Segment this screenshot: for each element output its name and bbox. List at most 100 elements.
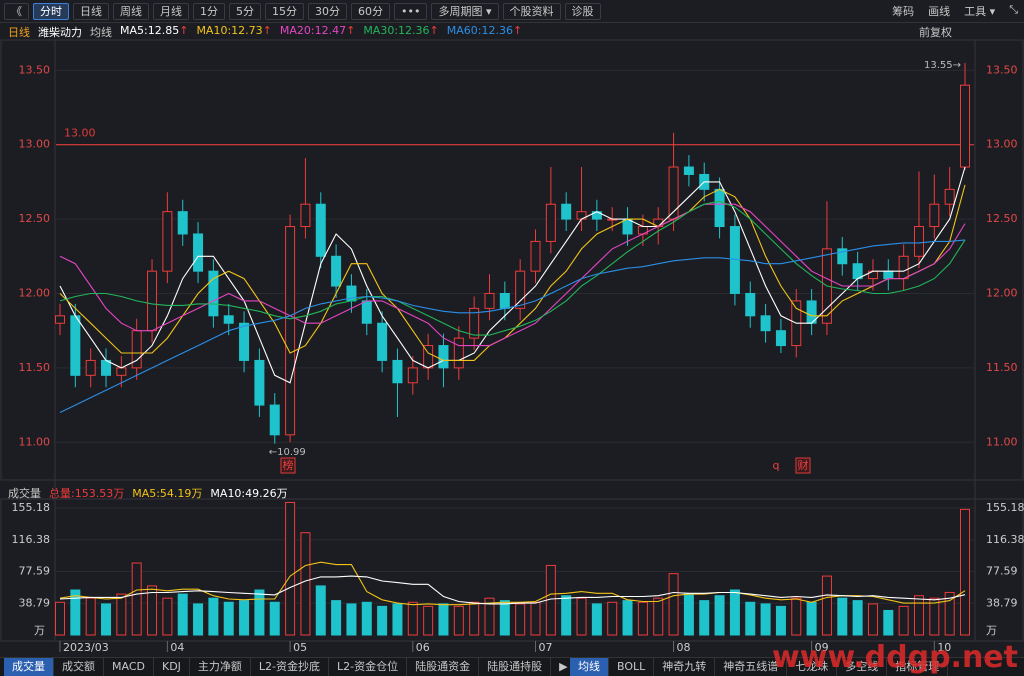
- y-unit: 万: [34, 624, 45, 637]
- reference-label: 13.00: [64, 127, 96, 140]
- toolbar-button[interactable]: 画线: [928, 5, 951, 18]
- indicator-tab[interactable]: 陆股通资金: [407, 658, 480, 676]
- volume-bar: [929, 597, 940, 636]
- candle-body: [101, 359, 112, 376]
- volume-bar: [530, 601, 541, 636]
- toolbar-button[interactable]: 《: [4, 3, 29, 20]
- volume-bar: [499, 600, 510, 636]
- legend-text: 总量:153.53万: [49, 487, 125, 500]
- candle-body: [116, 367, 127, 376]
- price-header: 日线 潍柴动力 均线 MA5:12.85↑ MA10:12.73↑ MA20:12.47↑…: [8, 24, 522, 40]
- candle-body: [438, 345, 449, 369]
- y-tick-label: 155.18: [12, 501, 51, 514]
- adjust[interactable]: 前复权: [919, 26, 952, 39]
- indicator-tab[interactable]: 七龙珠: [787, 658, 838, 676]
- volume-bar: [116, 593, 127, 636]
- volume-bar: [407, 601, 418, 636]
- indicator-tab[interactable]: 成交额: [54, 658, 104, 676]
- candle-body: [147, 270, 158, 332]
- candle-body: [177, 211, 188, 235]
- toolbar: 《分时 日线 周线 月线 1分 5分 15分 30分 60分 ••• 多周期图 ▾ 个股资料 诊股 筹码画…: [0, 0, 1024, 23]
- indicator-tab[interactable]: 指标管理: [887, 658, 949, 676]
- candle-body: [254, 359, 265, 406]
- volume-bar: [131, 562, 142, 636]
- volume-bar: [714, 595, 725, 636]
- annotation: 13.55→: [924, 60, 961, 71]
- ma-line: [59, 561, 966, 606]
- indicator-tab[interactable]: 神奇九转: [654, 658, 716, 676]
- candle-body: [300, 203, 311, 228]
- volume-bar: [867, 603, 878, 636]
- volume-bar: [147, 585, 158, 636]
- x-tick-label: 09: [815, 641, 829, 654]
- legend-text: MA5:12.85: [120, 24, 180, 37]
- volume-bar: [177, 593, 188, 636]
- volume-bar: [637, 601, 648, 636]
- volume-bar: [208, 597, 219, 636]
- legend-text: MA30:12.36: [363, 24, 430, 37]
- y-tick-label: 38.79: [19, 596, 51, 609]
- toolbar-button[interactable]: 5分: [229, 3, 261, 20]
- candle-body: [361, 300, 372, 324]
- toolbar-button[interactable]: 周线: [113, 3, 149, 20]
- candle-body: [898, 255, 909, 280]
- toolbar-button[interactable]: 工具 ▾: [964, 5, 996, 18]
- volume-bar: [653, 597, 664, 636]
- toolbar-button[interactable]: 60分: [351, 3, 390, 20]
- indicator-tab[interactable]: 陆股通持股: [479, 658, 552, 676]
- candle-body: [392, 359, 403, 384]
- candle-body: [944, 188, 955, 205]
- indicator-tab[interactable]: KDJ: [154, 658, 190, 676]
- toolbar-button[interactable]: 月线: [153, 3, 189, 20]
- toolbar-button[interactable]: 个股资料: [502, 3, 561, 20]
- candle-body: [331, 255, 342, 287]
- toolbar-button[interactable]: •••: [394, 3, 428, 20]
- indicator-tab[interactable]: 神奇五线谱: [715, 658, 788, 676]
- volume-bar: [515, 603, 526, 636]
- ma-line: [59, 166, 966, 384]
- toolbar-button[interactable]: 多周期图 ▾: [431, 3, 499, 20]
- toolbar-button[interactable]: 15分: [265, 3, 304, 20]
- volume-bar: [607, 601, 618, 636]
- indicator-tab[interactable]: 均线: [570, 658, 609, 676]
- toolbar-button[interactable]: 日线: [73, 3, 109, 20]
- legend-entry: MA20:12.47↑: [280, 24, 355, 40]
- indicator-tab[interactable]: 主力净额: [190, 658, 251, 676]
- y-tick-label: 116.38: [12, 533, 51, 546]
- indicator-tab[interactable]: L2-资金抄底: [251, 658, 330, 676]
- volume-bar: [85, 597, 96, 636]
- y-tick-label: 11.50: [986, 361, 1018, 374]
- volume-bar: [331, 600, 342, 636]
- volume-bar: [944, 591, 955, 636]
- volume-header: 成交量 总量:153.53万 MA5:54.19万 MA10:49.26万: [8, 485, 288, 501]
- toolbar-button[interactable]: 1分: [193, 3, 225, 20]
- volume-bar: [699, 600, 710, 636]
- toolbar-button[interactable]: 筹码: [892, 5, 915, 18]
- candle-body: [852, 263, 863, 280]
- indicator-tab[interactable]: 多空线: [837, 658, 888, 676]
- indicator-tab[interactable]: L2-资金仓位: [329, 658, 408, 676]
- legend-entry: MA30:12.36↑: [363, 24, 438, 40]
- indicator-tab[interactable]: 成交量: [4, 658, 54, 676]
- toolbar-button[interactable]: 30分: [308, 3, 347, 20]
- toolbar-button[interactable]: 诊股: [564, 3, 601, 20]
- ma-line: [59, 239, 966, 413]
- ma-line: [59, 203, 966, 347]
- candle-body: [515, 270, 526, 309]
- indicator-tab[interactable]: BOLL: [609, 658, 655, 676]
- volume-bar: [285, 501, 296, 636]
- indicator-tab[interactable]: MACD: [104, 658, 154, 676]
- event-marker: 榜: [283, 458, 294, 472]
- ma-line: [59, 575, 966, 605]
- candle-body: [561, 203, 572, 220]
- toolbar-button[interactable]: 分时: [33, 3, 69, 20]
- volume-bar: [668, 573, 679, 636]
- y-tick-label: 155.18: [986, 501, 1024, 514]
- volume-bar: [300, 532, 311, 636]
- toolbar-button[interactable]: ⤡: [1009, 3, 1018, 16]
- candle-body: [223, 315, 234, 324]
- volume-bar: [315, 585, 326, 636]
- volume-bar: [960, 508, 970, 636]
- tabs-left: 成交量 成交额 MACD KDJ 主力净额 L2-资金抄底 L2-资金仓位 陆股通资金 陆股通持…: [4, 658, 577, 676]
- y-tick-label: 12.50: [19, 212, 51, 225]
